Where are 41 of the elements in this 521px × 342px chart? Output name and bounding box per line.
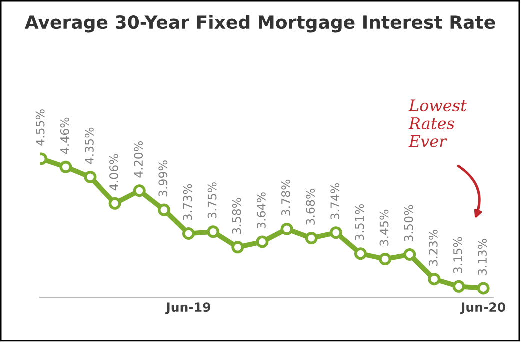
point (379, 253, 392, 266)
point (158, 204, 170, 216)
point (280, 222, 294, 236)
point (60, 160, 72, 174)
point (305, 232, 318, 245)
point (256, 236, 269, 248)
data-label: 3.99% (158, 160, 168, 197)
data-label: 3.64% (256, 192, 266, 229)
data-label: 3.58% (232, 198, 242, 234)
data-label: 3.74% (330, 183, 340, 220)
point (207, 226, 220, 238)
x-tick-label: Jun-20 (460, 302, 506, 314)
point (182, 228, 195, 240)
data-label: 4.35% (84, 128, 94, 164)
point (133, 184, 146, 198)
data-label: 3.68% (306, 188, 316, 225)
point (108, 197, 122, 210)
point (404, 248, 416, 261)
point (477, 282, 490, 295)
point (84, 170, 97, 184)
point (452, 280, 466, 293)
data-label: 4.55% (36, 110, 45, 146)
data-label: 3.50% (404, 205, 414, 242)
text: Lowest Rates Ever (408, 100, 467, 148)
data-label: 4.20% (134, 142, 144, 178)
point (232, 241, 244, 254)
point (330, 226, 342, 240)
data-label: 3.15% (453, 237, 462, 274)
point (354, 248, 367, 260)
data-label: 4.46% (60, 118, 70, 154)
data-label: 4.06% (110, 154, 118, 191)
data-label: 3.75% (208, 182, 217, 219)
data-label: 3.23% (428, 230, 438, 266)
point (428, 273, 441, 286)
data-label: 3.73% (183, 184, 192, 220)
chart-title: Average 30-Year Fixed Mortgage Interest Rate (24, 15, 496, 33)
data-label: 3.13% (478, 239, 487, 276)
data-label: 3.51% (355, 204, 364, 240)
x-tick-label: Jun-19 (166, 302, 210, 314)
data-label: 3.78% (282, 180, 290, 216)
data-label: 3.45% (380, 210, 389, 246)
